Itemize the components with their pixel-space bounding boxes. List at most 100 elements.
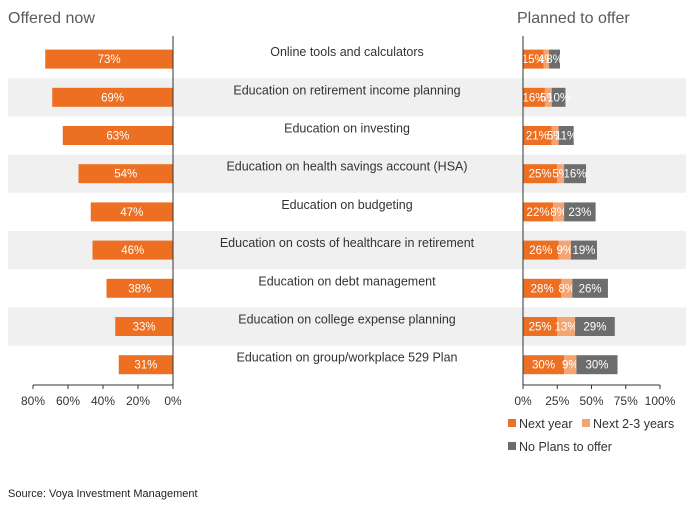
offered-now-bar [62, 126, 173, 145]
offered-now-bar [115, 317, 173, 336]
offered-now-tick-label: 60% [56, 394, 80, 408]
offered-now-bar [78, 164, 173, 184]
planned-value-label: 13% [555, 322, 578, 334]
planned-bar-segment [523, 278, 562, 298]
category-label: Education on investing [284, 122, 410, 136]
category-label: Education on costs of healthcare in reti… [220, 236, 475, 250]
planned-value-label: 28% [531, 283, 554, 295]
planned-bar-segment [549, 49, 560, 69]
offered-now-bar [52, 87, 173, 107]
planned-bar-segment [558, 126, 574, 145]
planned-bar-segment [523, 126, 552, 145]
planned-tick-label: 25% [545, 394, 569, 408]
planned-bar-segment [564, 164, 587, 184]
planned-bar-segment [523, 355, 565, 375]
planned-value-label: 8% [550, 207, 567, 219]
planned-bar-segment [523, 240, 559, 260]
planned-bar-segment [575, 317, 615, 336]
offered-now-value-label: 73% [98, 54, 121, 66]
planned-value-label: 22% [527, 207, 550, 219]
legend: Next year Next 2-3 years No Plans to offer [508, 417, 674, 454]
planned-bar-segment [553, 202, 565, 222]
legend-label: Next year [519, 417, 573, 431]
category-label: Education on health savings account (HSA… [226, 160, 467, 174]
offered-now-tick-label: 0% [164, 394, 182, 408]
planned-bar-segment [523, 49, 544, 69]
axes: 80% 60% 40% 20% 0% 0% 25% 50% 75% 100% [21, 36, 676, 408]
planned-bar-segment [561, 278, 573, 298]
offered-now-value-label: 31% [134, 360, 157, 372]
legend-label: No Plans to offer [519, 440, 612, 454]
category-label: Education on budgeting [281, 198, 412, 212]
offered-now-tick-label: 20% [126, 394, 150, 408]
planned-value-label: 21% [526, 131, 549, 143]
offered-now-bar [45, 49, 173, 69]
planned-bar-segment [572, 278, 608, 298]
planned-value-label: 8% [546, 54, 563, 66]
planned-value-label: 29% [583, 322, 606, 334]
planned-value-label: 16% [564, 169, 587, 181]
planned-value-label: 16% [522, 92, 545, 104]
offered-now-bars: 73% 69% 63% 54% 47% 46% 38% 33% 31% [45, 49, 173, 375]
planned-bar-segment [551, 87, 566, 107]
planned-value-label: 30% [585, 360, 608, 372]
planned-value-label: 11% [555, 131, 577, 143]
offered-now-value-label: 63% [106, 131, 129, 143]
planned-bar-segment [543, 49, 550, 69]
planned-value-label: 30% [532, 360, 555, 372]
planned-value-label: 26% [529, 245, 552, 257]
planned-bar-segment [523, 202, 554, 222]
planned-bar-segment [576, 355, 618, 375]
planned-value-label: 9% [562, 360, 579, 372]
planned-bar-segment [570, 240, 597, 260]
offered-now-value-label: 38% [128, 283, 151, 295]
planned-bar-segment [558, 240, 571, 260]
offered-now-bar [118, 355, 173, 375]
planned-bar-segment [557, 317, 576, 336]
legend-swatch [582, 419, 590, 427]
planned-bar-segment [551, 126, 559, 145]
planned-value-label: 25% [529, 322, 552, 334]
offered-now-bar [90, 202, 173, 222]
planned-bar-segment [564, 202, 596, 222]
offered-now-bar [92, 240, 173, 260]
planned-tick-label: 0% [514, 394, 532, 408]
right-panel-title: Planned to offer [517, 10, 630, 27]
category-labels: Online tools and calculators Education on… [220, 45, 475, 365]
category-label: Online tools and calculators [270, 45, 424, 59]
legend-swatch [508, 419, 516, 427]
legend-label: Next 2-3 years [593, 417, 674, 431]
planned-value-label: 10% [547, 92, 570, 104]
category-label: Education on retirement income planning [233, 83, 460, 97]
offered-now-value-label: 33% [133, 322, 156, 334]
planned-bar-segment [523, 87, 545, 107]
planned-value-label: 23% [568, 207, 591, 219]
planned-value-label: 25% [529, 169, 552, 181]
source-note: Source: Voya Investment Management [8, 488, 198, 500]
offered-now-bar [106, 278, 173, 298]
planned-bar-segment [557, 164, 565, 184]
planned-tick-label: 100% [645, 394, 676, 408]
category-label: Education on college expense planning [238, 313, 456, 327]
planned-value-label: 9% [556, 245, 573, 257]
category-label: Education on debt management [258, 274, 436, 288]
planned-bar-segment [564, 355, 577, 375]
category-label: Education on group/workplace 529 Plan [237, 351, 458, 365]
planned-bar-segment [523, 317, 558, 336]
planned-tick-label: 50% [579, 394, 603, 408]
planned-bars: 15%4%8%16%5%10%21%5%11%25% 5%16%22% 8% 23%2… [522, 49, 618, 375]
legend-swatch [508, 442, 516, 450]
offered-now-value-label: 46% [121, 245, 144, 257]
left-panel-title: Offered now [8, 10, 95, 27]
planned-value-label: 19% [572, 245, 595, 257]
planned-value-label: 15% [522, 54, 545, 66]
offered-now-value-label: 69% [101, 92, 124, 104]
planned-bar-segment [544, 87, 552, 107]
offered-now-tick-label: 80% [21, 394, 45, 408]
planned-value-label: 8% [559, 283, 576, 295]
offered-now-value-label: 54% [114, 169, 137, 181]
offered-now-value-label: 47% [120, 207, 143, 219]
planned-value-label: 26% [579, 283, 602, 295]
offered-now-tick-label: 40% [91, 394, 115, 408]
